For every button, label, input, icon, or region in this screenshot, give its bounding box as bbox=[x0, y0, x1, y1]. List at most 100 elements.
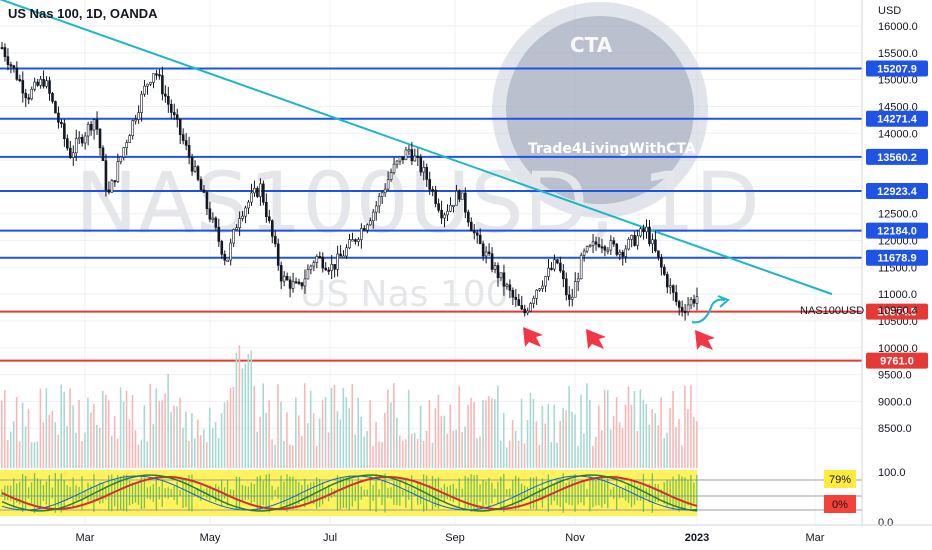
candle-body bbox=[184, 140, 188, 146]
candle-body bbox=[297, 281, 301, 284]
volume-bar bbox=[152, 424, 155, 468]
volume-bar bbox=[45, 388, 48, 468]
volume-bar bbox=[562, 407, 564, 468]
projection-arrowhead bbox=[717, 295, 730, 308]
time-tick: 2023 bbox=[685, 532, 709, 544]
volume-bar bbox=[330, 387, 333, 468]
osc-bar bbox=[604, 481, 606, 505]
candle-body bbox=[24, 92, 28, 99]
volume-bar bbox=[280, 401, 282, 468]
osc-bar bbox=[526, 487, 529, 499]
osc-bar bbox=[532, 477, 535, 509]
candle-body bbox=[490, 253, 494, 270]
volume-bar bbox=[696, 421, 698, 468]
trend-line[interactable] bbox=[0, 0, 833, 296]
osc-badge bbox=[824, 495, 856, 513]
candle-body bbox=[413, 155, 417, 162]
osc-bar bbox=[253, 484, 255, 502]
candle-body bbox=[357, 239, 360, 242]
candle-body bbox=[30, 88, 34, 100]
volume-bar bbox=[36, 441, 39, 468]
osc-bar bbox=[277, 486, 279, 500]
candle-body bbox=[645, 226, 648, 233]
osc-bar bbox=[586, 489, 588, 497]
osc-bar bbox=[131, 482, 134, 504]
candle-body bbox=[45, 80, 48, 87]
candle-body bbox=[265, 202, 268, 218]
volume-bar bbox=[101, 390, 104, 468]
osc-bar bbox=[60, 473, 62, 513]
currency-label: USD bbox=[878, 5, 901, 17]
candle-body bbox=[175, 114, 179, 120]
volume-bar bbox=[565, 410, 567, 468]
candle-body bbox=[238, 218, 241, 229]
osc-bar bbox=[170, 488, 172, 498]
candle-body bbox=[455, 190, 458, 206]
osc-bar bbox=[342, 478, 345, 508]
osc-bar bbox=[568, 481, 570, 505]
candle-body bbox=[680, 307, 684, 312]
candle-body bbox=[449, 205, 452, 212]
candle-body bbox=[181, 134, 185, 141]
osc-bar bbox=[470, 474, 472, 512]
volume-bar bbox=[577, 445, 579, 468]
osc-bar bbox=[336, 475, 339, 511]
candle-body bbox=[374, 205, 378, 213]
candle-body bbox=[6, 56, 10, 65]
candle-body bbox=[190, 157, 194, 172]
candle-body bbox=[250, 192, 253, 203]
price-tick: 14000.0 bbox=[878, 128, 918, 140]
candle-body bbox=[431, 189, 434, 192]
volume-bar bbox=[482, 399, 484, 468]
osc-bar bbox=[295, 479, 297, 507]
osc-bar bbox=[247, 486, 250, 500]
volume-bar bbox=[327, 432, 330, 468]
candle-body bbox=[60, 122, 63, 125]
volume-bar bbox=[574, 414, 576, 468]
osc-bar bbox=[33, 473, 36, 513]
candle-body bbox=[383, 188, 387, 194]
volume-bar bbox=[437, 394, 440, 468]
volume-bar bbox=[529, 392, 532, 468]
candle-body bbox=[591, 241, 595, 246]
candle-body bbox=[342, 255, 345, 258]
osc-bar bbox=[30, 482, 33, 504]
candle-body bbox=[674, 292, 678, 302]
volume-bar bbox=[348, 408, 351, 468]
candle-body bbox=[110, 180, 114, 193]
time-tick: May bbox=[200, 532, 221, 544]
candle-body bbox=[74, 138, 78, 154]
volume-bar bbox=[99, 427, 101, 468]
volume-bar bbox=[289, 444, 291, 468]
volume-bar bbox=[306, 423, 309, 468]
candle-body bbox=[98, 128, 102, 149]
volume-bar bbox=[42, 422, 45, 468]
osc-bar bbox=[607, 477, 609, 509]
candle-body bbox=[12, 65, 16, 69]
volume-bar bbox=[48, 414, 51, 468]
candle-body bbox=[324, 267, 328, 271]
volume-bar bbox=[220, 413, 223, 468]
osc-bar bbox=[461, 488, 463, 498]
volume-bar bbox=[238, 345, 241, 468]
osc-bar bbox=[13, 478, 15, 508]
candle-body bbox=[146, 83, 149, 87]
volume-bar bbox=[158, 400, 161, 468]
volume-bar bbox=[547, 403, 550, 468]
osc-bar bbox=[108, 475, 110, 511]
osc-bar bbox=[639, 485, 642, 501]
osc-bar bbox=[562, 473, 564, 513]
osc-bar bbox=[75, 485, 77, 501]
volume-bar bbox=[393, 383, 395, 468]
volume-bar bbox=[633, 391, 636, 468]
volume-bar bbox=[425, 430, 428, 468]
volume-bar bbox=[488, 396, 490, 468]
candle-body bbox=[351, 239, 354, 242]
candle-body bbox=[380, 192, 384, 197]
osc-bar bbox=[90, 485, 92, 501]
candle-body bbox=[259, 183, 262, 197]
time-axis[interactable]: Mar May Jul Sep Nov 2023 Mar bbox=[0, 524, 932, 544]
volume-bar bbox=[113, 415, 116, 468]
time-tick: Jul bbox=[323, 532, 337, 544]
